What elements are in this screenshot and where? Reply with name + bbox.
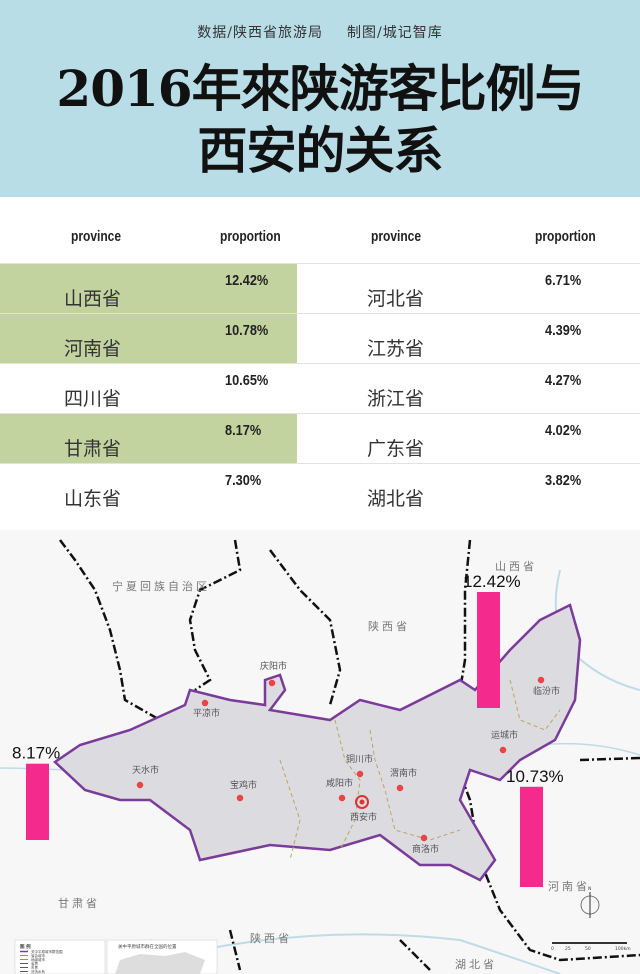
proportion-bar (520, 786, 543, 887)
page-title: 2016年來陕游客比例与 西安的关系 (0, 58, 640, 182)
city-marker (201, 699, 209, 707)
legend-item: 省会城市 (31, 953, 45, 958)
city-label: 平凉市 (193, 707, 220, 719)
col-header-province: province (71, 228, 122, 245)
city-marker (236, 794, 244, 802)
city-marker (499, 746, 507, 754)
city-label: 宝鸡市 (230, 779, 257, 791)
city-marker (136, 781, 144, 789)
bar-label: 10.73% (506, 767, 564, 786)
province-name: 河北省 (367, 288, 425, 310)
proportion-value: 3.82% (545, 472, 582, 489)
proportion-value: 10.65% (225, 372, 269, 389)
row-highlight (0, 314, 297, 363)
proportion-value: 7.30% (225, 472, 262, 489)
proportion-value: 4.27% (545, 372, 582, 389)
table-row: 甘肃省 8.17% 广东省 4.02% (0, 413, 640, 463)
legend-item: 地级城市 (31, 957, 45, 962)
proportion-value: 8.17% (225, 422, 262, 439)
proportion-value: 12.42% (225, 272, 269, 289)
city-marker (396, 784, 404, 792)
proportion-bar (477, 592, 500, 708)
legend-title: 图 例 (20, 943, 31, 950)
city-label: 商洛市 (412, 843, 439, 855)
table-row: 山西省 12.42% 河北省 6.71% (0, 263, 640, 313)
svg-text:100km: 100km (615, 946, 631, 952)
col-header-province: province (371, 228, 422, 245)
credit-chart: 制图/城记智库 (347, 25, 443, 41)
proportion-value: 6.71% (545, 272, 582, 289)
china-inset (115, 952, 205, 974)
city-label: 临汾市 (533, 685, 560, 697)
north-arrow: N (580, 886, 600, 918)
region-label: 宁夏回族自治区 (112, 579, 210, 593)
river (199, 933, 561, 974)
province-name: 四川省 (64, 388, 122, 410)
svg-text:0: 0 (551, 946, 554, 952)
header-banner: 数据/陕西省旅游局 制图/城记智库 2016年來陕游客比例与 西安的关系 (0, 0, 640, 197)
title-line-2: 西安的关系 (197, 121, 444, 180)
city-label: 庆阳市 (260, 660, 287, 672)
svg-text:25: 25 (565, 946, 571, 952)
inset-title: 关中平原城市群在全国的位置 (118, 943, 177, 950)
capital-city-dot (359, 799, 365, 805)
city-borders (279, 679, 561, 861)
city-label: 铜川市 (346, 753, 373, 765)
city-label: 渭南市 (390, 767, 417, 779)
region-label: 陕西省 (368, 619, 410, 633)
legend-item: 河流水系 (31, 969, 45, 974)
region-label: 山西省 (495, 560, 537, 573)
region-label: 甘肃省 (58, 897, 100, 910)
cluster-region (53, 603, 582, 882)
table-row: 河南省 10.78% 江苏省 4.39% (0, 313, 640, 363)
city-label: 西安市 (350, 811, 377, 823)
proportion-bar (26, 763, 49, 840)
proportion-value: 4.39% (545, 322, 582, 339)
scale-bar: 0 25 50 100km (551, 942, 631, 952)
province-name: 江苏省 (367, 338, 425, 360)
row-highlight (0, 414, 297, 463)
region-label: 陕西省 (250, 931, 292, 945)
city-marker (268, 679, 276, 687)
city-marker (537, 676, 545, 684)
title-line-1: 2016年來陕游客比例与 (56, 59, 584, 118)
col-header-proportion: proportion (535, 228, 596, 245)
province-name: 浙江省 (367, 388, 425, 410)
col-header-proportion: proportion (220, 228, 281, 245)
svg-text:50: 50 (585, 946, 591, 952)
bar-label: 8.17% (12, 744, 60, 763)
region-label: 湖北省 (455, 958, 497, 971)
row-highlight (0, 264, 297, 313)
legend-box (14, 939, 106, 974)
capital-city-marker (355, 795, 369, 809)
legend-item: 关中平原城市群范围 (31, 949, 63, 954)
credits: 数据/陕西省旅游局 制图/城记智库 (0, 22, 640, 42)
table-row: 山东省 7.30% 湖北省 3.82% (0, 463, 640, 513)
city-label: 运城市 (491, 729, 518, 741)
city-label: 天水市 (132, 764, 159, 776)
province-name: 山西省 (64, 288, 122, 310)
province-name: 河南省 (64, 338, 122, 360)
table-row: 四川省 10.65% 浙江省 4.27% (0, 363, 640, 413)
city-label: 咸阳市 (326, 777, 353, 789)
province-name: 湖北省 (367, 488, 425, 510)
proportion-value: 4.02% (545, 422, 582, 439)
legend-item: 市界 (31, 965, 38, 970)
province-name: 甘肃省 (64, 438, 122, 460)
city-marker (420, 834, 428, 842)
city-marker (356, 770, 364, 778)
province-name: 广东省 (367, 438, 425, 460)
province-name: 山东省 (64, 488, 122, 510)
region-label: 河南省 (548, 880, 590, 893)
proportion-value: 10.78% (225, 322, 269, 339)
legend-item: 省界 (31, 961, 38, 966)
svg-text:N: N (588, 886, 591, 892)
credit-source: 数据/陕西省旅游局 (197, 25, 323, 41)
city-marker (338, 794, 346, 802)
bar-label: 12.42% (463, 572, 521, 591)
